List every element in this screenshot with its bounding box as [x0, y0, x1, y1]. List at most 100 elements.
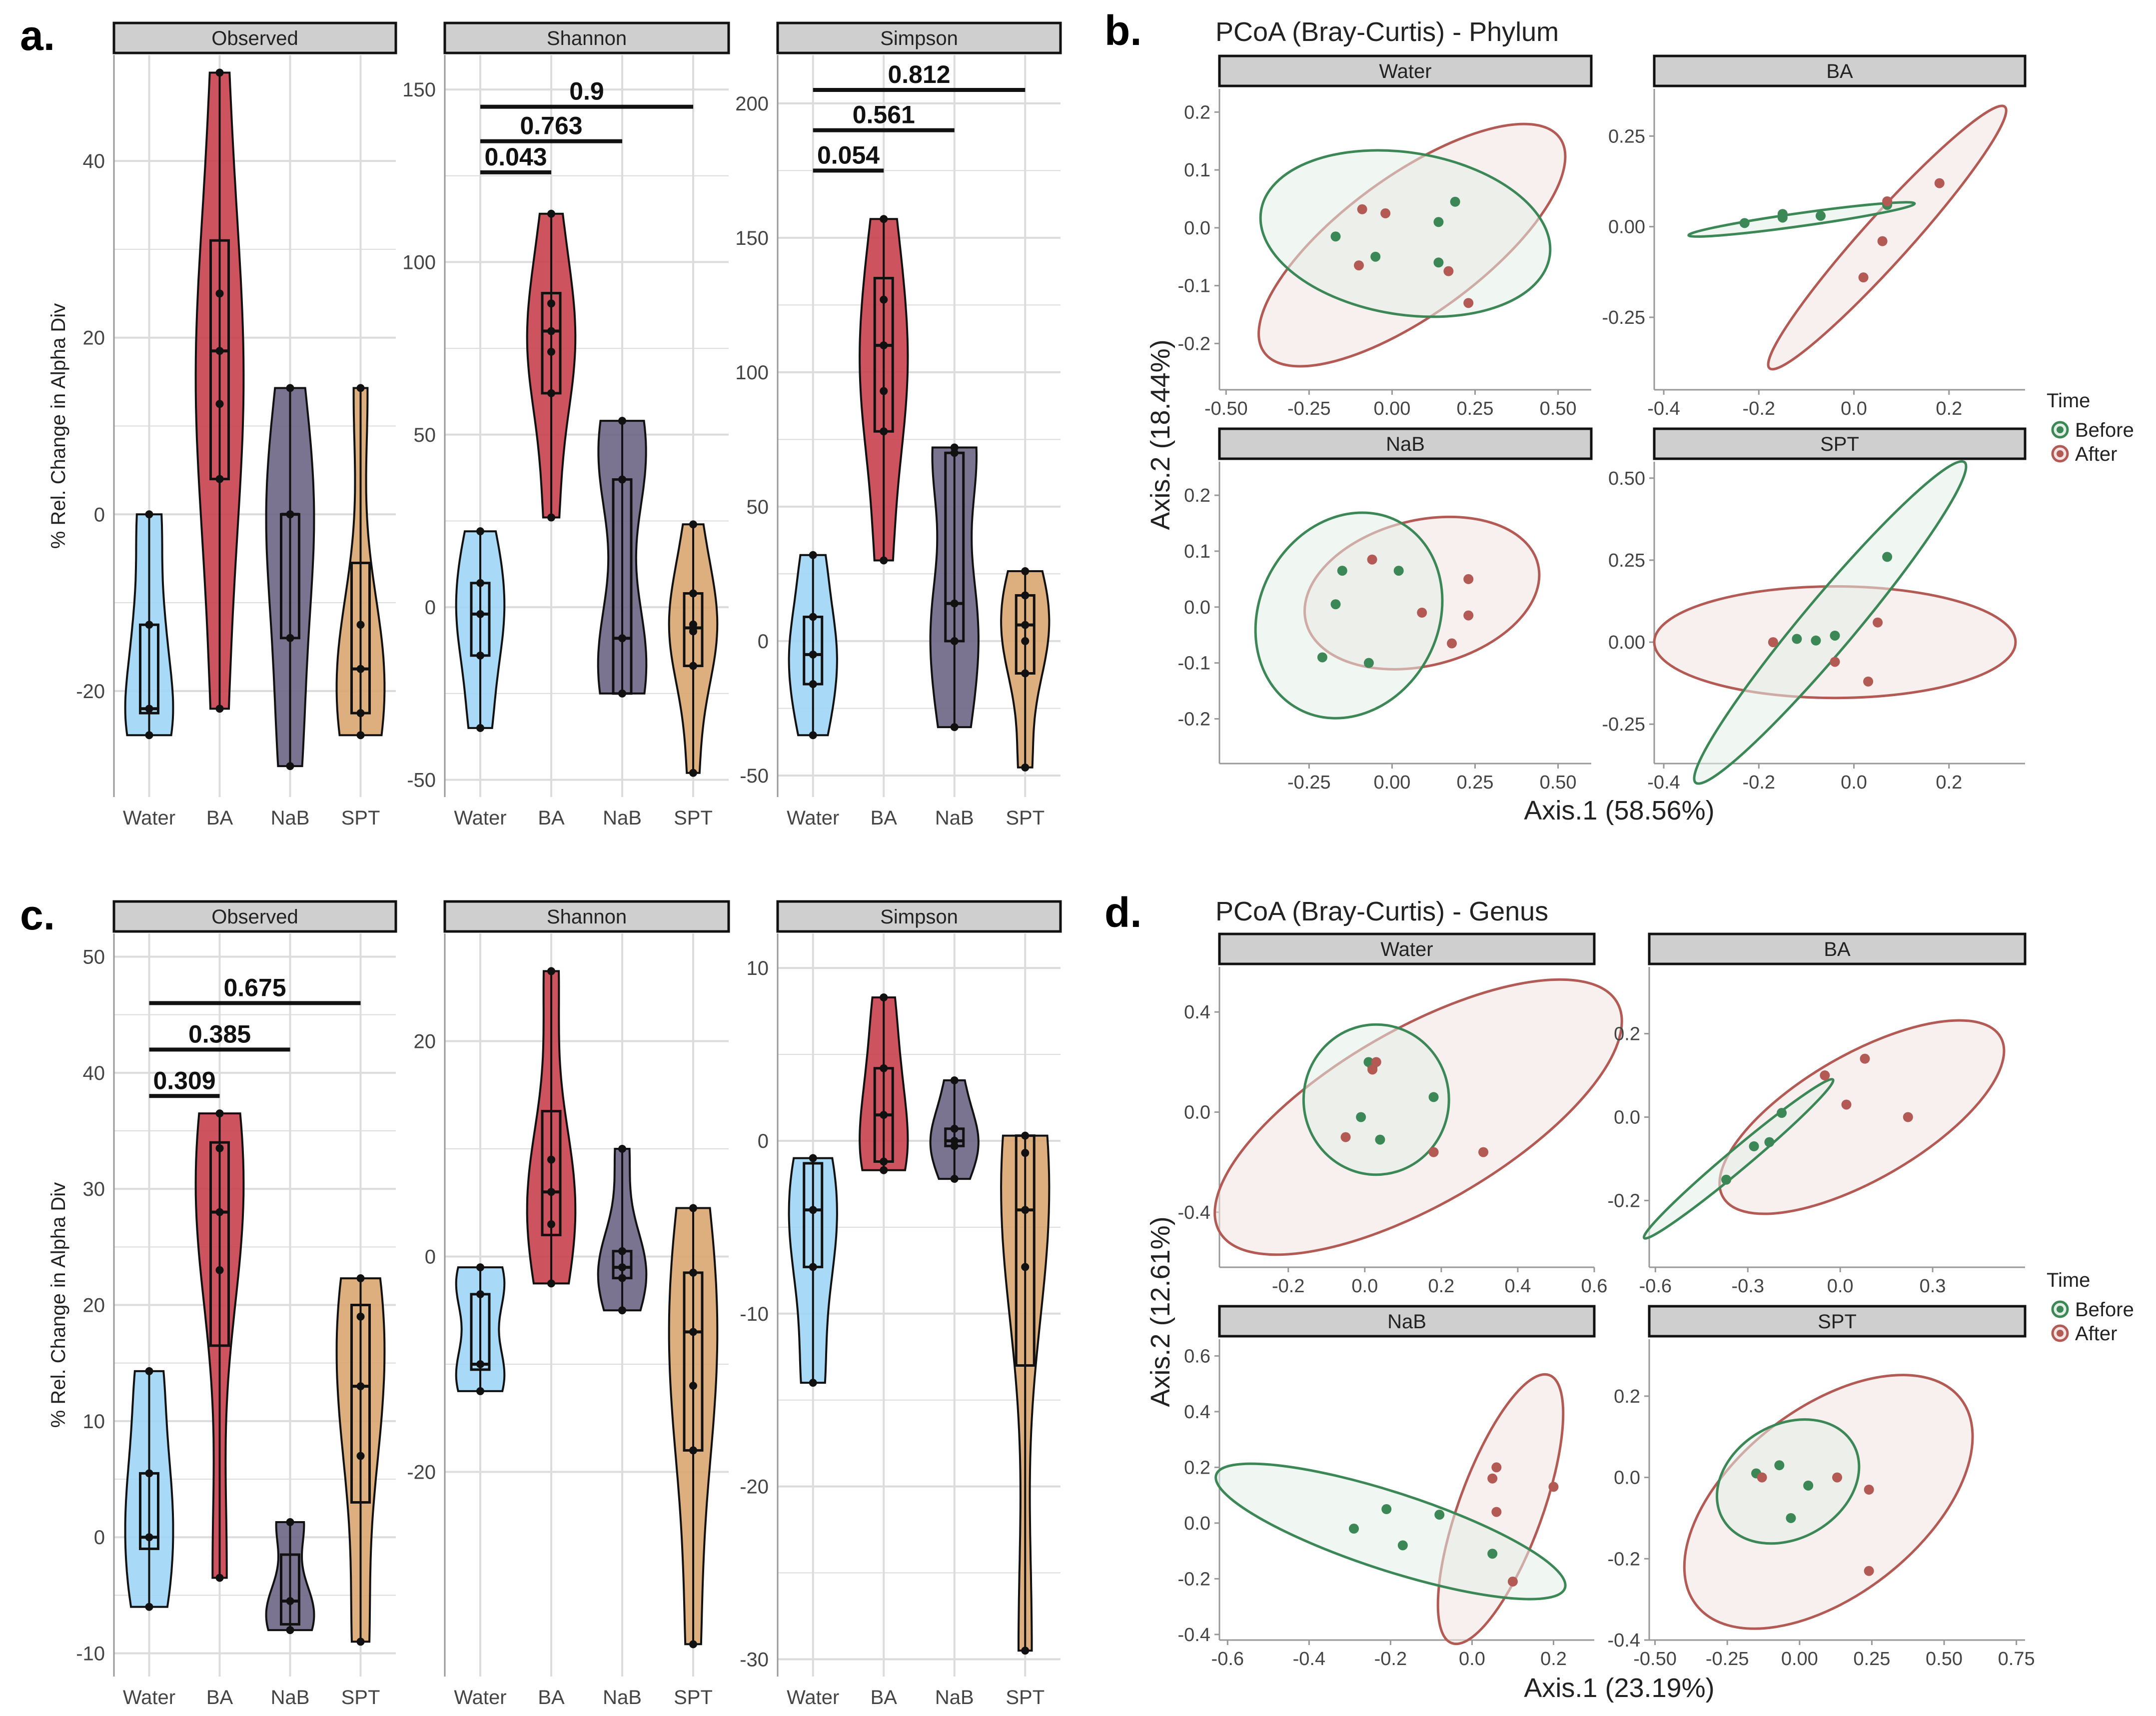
violin-a-shannon-xtick-nab: NaB — [603, 807, 642, 829]
legend-b: Time Before After — [2047, 390, 2134, 465]
violin-a-observed-ytick-1: 0 — [94, 504, 105, 526]
violin-a-observed-nab-point-0 — [286, 384, 294, 392]
pcoa-b-water-strip — [1218, 54, 1593, 87]
pcoa-b-nab-after-point-1 — [1417, 608, 1427, 618]
violin-c-observed-spt-point-2 — [356, 1382, 365, 1391]
pcoa-d-nab-after-point-2 — [1548, 1482, 1559, 1492]
pcoa-b-spt-ytick-2: 0.25 — [1608, 550, 1645, 571]
pcoa-b-water-ytick-3: 0.1 — [1184, 160, 1210, 181]
violin-a-shannon-xtick-spt: SPT — [674, 807, 713, 829]
violin-c-observed-ytick-6: 50 — [83, 946, 105, 968]
violin-a-simpson-sig-label-1: 0.561 — [853, 101, 915, 129]
pcoa-b-ba-ytick-0: -0.25 — [1602, 307, 1645, 328]
violin-c-observed-nab-point-2 — [286, 1626, 294, 1635]
pcoa-b-water-xtick-0: -0.50 — [1204, 398, 1248, 419]
pcoa-d-ba-xtick-0: -0.6 — [1639, 1276, 1672, 1297]
pcoa-b-spt-strip-label: SPT — [1820, 433, 1859, 455]
violin-a-shannon-nab-point-3 — [618, 689, 626, 698]
violin-a-shannon-ba-point-0 — [547, 209, 555, 218]
violin-a-observed-xtick-spt: SPT — [341, 807, 380, 829]
pcoa-d-ba-before-point-2 — [1749, 1141, 1759, 1151]
pcoa-b-ba-before-point-0 — [1739, 218, 1750, 228]
violin-c-observed-xtick-nab: NaB — [271, 1687, 310, 1709]
pcoa-d-ba-xtick-3: 0.3 — [1920, 1276, 1946, 1297]
violin-a-simpson-ytick-0: -50 — [740, 765, 769, 787]
pcoa-d-nab-strip-label: NaB — [1387, 1311, 1426, 1333]
violin-a-observed-water-point-1 — [145, 621, 153, 629]
violin-c-shannon-nab-point-0 — [618, 1145, 626, 1153]
pcoa-d-water-after-point-0 — [1371, 1057, 1381, 1067]
pcoa-d-spt-strip — [1648, 1305, 2027, 1338]
pcoa-b-water-ytick-4: 0.2 — [1184, 102, 1210, 123]
violin-c-simpson-ba-point-4 — [880, 1166, 888, 1174]
pcoa-d-ba-xtick-1: -0.3 — [1732, 1276, 1764, 1297]
pcoa-b-title: PCoA (Bray-Curtis) - Phylum — [1215, 17, 1559, 47]
violin-c-shannon-xtick-water: Water — [454, 1687, 506, 1709]
violin-c-observed-xtick-spt: SPT — [341, 1687, 380, 1709]
pcoa-b-nab-ytick-1: -0.1 — [1178, 653, 1210, 674]
pcoa-b-nab-xtick-1: 0.00 — [1373, 772, 1410, 793]
violin-a-shannon-ytick-2: 50 — [414, 424, 436, 446]
violin-c-shannon-water-point-3 — [476, 1387, 484, 1395]
violin-c-shannon-water-point-2 — [476, 1360, 484, 1369]
violin-a-observed-ba-point-3 — [215, 400, 224, 408]
legend-b-title: Time — [2047, 390, 2090, 412]
pcoa-d-spt-after-point-3 — [1864, 1566, 1874, 1576]
violin-a-observed-spt-point-1 — [356, 621, 365, 629]
violin-c-simpson-ytick-4: 10 — [747, 957, 769, 979]
violin-c-simpson-spt-point-3 — [1021, 1263, 1030, 1271]
violin-c-observed-sig-label-1: 0.385 — [188, 1020, 251, 1048]
violin-c-observed-ba-point-2 — [215, 1208, 224, 1216]
pcoa-d-ba-ytick-2: 0.2 — [1614, 1024, 1640, 1045]
violin-a-shannon-spt-point-6 — [689, 769, 697, 777]
pcoa-d-ba-before-point-3 — [1721, 1174, 1732, 1185]
pcoa-b-spt-before-point-1 — [1811, 635, 1821, 646]
violin-a-simpson-sig-label-0: 0.054 — [817, 141, 880, 169]
violin-c-simpson-strip-label: Simpson — [880, 906, 958, 928]
pcoa-d-nab-xtick-3: 0.0 — [1459, 1649, 1485, 1670]
violin-a-shannon-sig-label-1: 0.763 — [520, 112, 582, 140]
violin-c-observed-ba-point-4 — [215, 1574, 224, 1582]
pcoa-b-spt-xtick-1: -0.2 — [1743, 772, 1775, 793]
pcoa-d-ba-after-point-2 — [1841, 1099, 1852, 1110]
violin-a-simpson-nab-point-3 — [950, 637, 959, 645]
pcoa-b-nab-before-point-2 — [1393, 566, 1404, 576]
pcoa-b-ylabel: Axis.2 (18.44%) — [1145, 339, 1175, 530]
violin-c-observed-water-point-0 — [145, 1367, 153, 1375]
pcoa-d-nab-ytick-3: 0.2 — [1184, 1457, 1210, 1478]
pcoa-b-water-ytick-0: -0.2 — [1178, 333, 1210, 354]
pcoa-b-ba-ytick-1: 0.00 — [1608, 217, 1645, 238]
violin-c-shannon-nab-point-1 — [618, 1247, 626, 1255]
violin-c-observed-sig-label-0: 0.309 — [153, 1066, 215, 1094]
pcoa-b-water-before-point-0 — [1330, 231, 1341, 242]
violin-a-observed-ba-point-2 — [215, 347, 224, 355]
pcoa-d-spt-xtick-3: 0.25 — [1853, 1649, 1890, 1670]
pcoa-b-nab-before-point-4 — [1363, 658, 1374, 668]
pcoa-panel-d: PCoA (Bray-Curtis) - Genus Axis.1 (23.19… — [1145, 896, 2035, 1703]
violin-a-observed-nab-point-4 — [286, 762, 294, 771]
legend-d-before-dot — [2057, 1306, 2064, 1313]
pcoa-b-ba-after-point-0 — [1882, 196, 1893, 206]
pcoa-d-ylabel: Axis.2 (12.61%) — [1145, 1216, 1175, 1407]
violin-a-observed-xtick-water: Water — [123, 807, 175, 829]
violin-a-observed-nab-point-2 — [286, 510, 294, 519]
violin-a-simpson-water-point-3 — [809, 680, 817, 689]
violin-a-simpson-water-point-1 — [809, 613, 817, 621]
violin-a-observed-ba-point-0 — [215, 68, 224, 77]
violin-a-observed-nab-point-3 — [286, 634, 294, 642]
pcoa-d-spt-xtick-0: -0.50 — [1633, 1649, 1677, 1670]
violin-c-shannon-xtick-spt: SPT — [674, 1687, 713, 1709]
pcoa-b-ba-ellipse-after — [1767, 104, 2008, 371]
violin-a-simpson-spt-point-0 — [1021, 567, 1030, 576]
violin-c-simpson-spt-point-0 — [1021, 1131, 1030, 1140]
violin-c-observed-ylabel: % Rel. Change in Alpha Div — [47, 1182, 69, 1428]
pcoa-b-spt-before-point-3 — [1882, 552, 1893, 562]
panel-letter-c: c. — [20, 891, 55, 938]
violin-a-shannon-ba-point-2 — [547, 327, 555, 335]
violin-a-observed-strip — [112, 21, 397, 54]
pcoa-b-water-before-point-3 — [1450, 196, 1460, 207]
violin-a-observed-water-point-2 — [145, 705, 153, 713]
panel-letters: a. b. c. d. — [20, 7, 1142, 938]
violin-c-observed-ba-point-1 — [215, 1144, 224, 1152]
